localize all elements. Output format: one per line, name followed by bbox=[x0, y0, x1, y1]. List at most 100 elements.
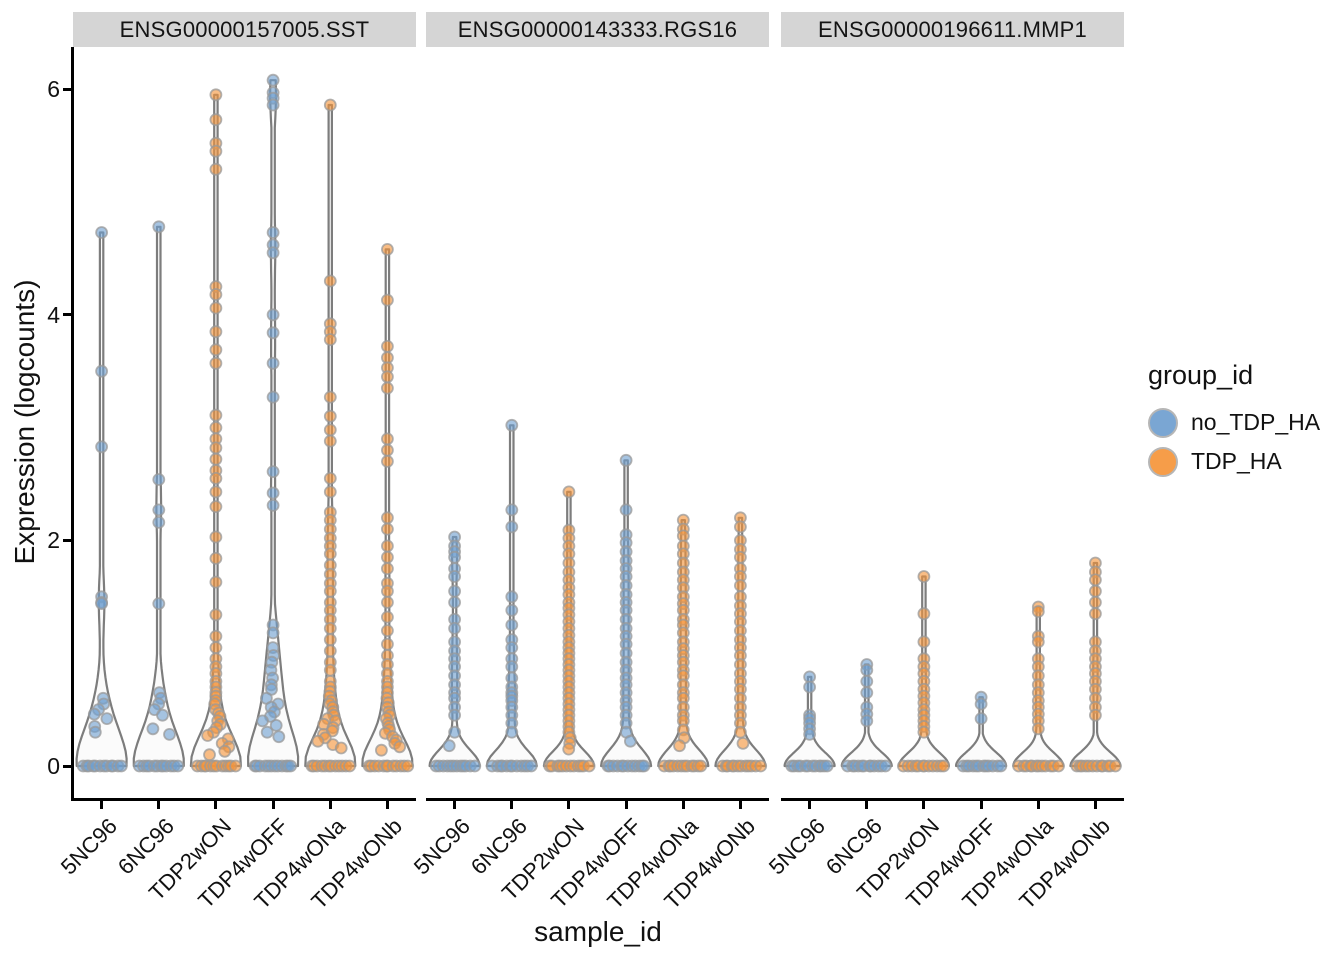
expression-point bbox=[323, 663, 337, 677]
expression-point bbox=[323, 434, 337, 448]
expression-point bbox=[209, 88, 223, 102]
expression-point bbox=[1031, 635, 1045, 649]
expression-point bbox=[209, 356, 223, 370]
expression-point bbox=[209, 113, 223, 127]
violin-5nc96 bbox=[75, 231, 128, 768]
expression-point bbox=[380, 381, 394, 395]
expression-point bbox=[152, 515, 166, 529]
expression-point bbox=[209, 343, 223, 357]
expression-point bbox=[260, 725, 274, 739]
y-tick-mark bbox=[63, 764, 72, 768]
y-tick-label: 4 bbox=[47, 301, 60, 328]
x-tick-mark bbox=[453, 801, 457, 809]
expression-point bbox=[505, 641, 519, 654]
expression-point bbox=[266, 486, 280, 500]
expression-point bbox=[820, 759, 834, 773]
expression-point bbox=[448, 725, 462, 739]
facet-strip-rgs16: ENSG00000143333.RGS16 bbox=[426, 12, 769, 47]
facet-panel-mmp1 bbox=[783, 556, 1122, 773]
expression-point bbox=[803, 728, 817, 741]
expression-point bbox=[380, 584, 394, 598]
expression-point bbox=[1031, 605, 1045, 618]
y-tick-label: 6 bbox=[47, 76, 60, 103]
y-axis-line bbox=[71, 47, 74, 801]
expression-point bbox=[323, 485, 337, 499]
expression-point bbox=[380, 242, 394, 256]
expression-point bbox=[100, 712, 114, 725]
expression-point bbox=[323, 390, 337, 404]
x-tick-mark bbox=[922, 801, 926, 809]
expression-point bbox=[1031, 722, 1045, 736]
x-axis-line-facet-3 bbox=[781, 798, 1124, 801]
expression-point bbox=[203, 748, 216, 762]
y-axis-title: Expression (logcounts) bbox=[9, 279, 40, 565]
y-tick-label: 2 bbox=[47, 527, 60, 554]
expression-point bbox=[323, 633, 337, 647]
expression-point bbox=[209, 485, 223, 499]
expression-point bbox=[209, 144, 223, 158]
expression-point bbox=[860, 714, 874, 728]
expression-point bbox=[266, 226, 280, 239]
expression-point bbox=[146, 722, 160, 736]
legend: group_id no_TDP_HA TDP_HA bbox=[1148, 360, 1320, 481]
expression-point bbox=[860, 686, 874, 700]
expression-point bbox=[448, 622, 462, 635]
expression-point bbox=[448, 708, 462, 722]
expression-point bbox=[266, 246, 280, 260]
expression-point bbox=[209, 325, 223, 339]
expression-point bbox=[380, 432, 394, 446]
expression-point bbox=[393, 740, 407, 754]
expression-point bbox=[380, 610, 394, 624]
expression-point bbox=[468, 759, 482, 773]
expression-point bbox=[152, 597, 166, 610]
expression-point bbox=[1088, 584, 1102, 598]
expression-point bbox=[917, 607, 931, 621]
expression-point bbox=[209, 530, 223, 544]
expression-point bbox=[994, 759, 1008, 773]
expression-point bbox=[505, 418, 519, 432]
expression-point bbox=[1088, 573, 1102, 587]
expression-point bbox=[323, 471, 337, 485]
expression-point bbox=[380, 443, 394, 457]
expression-point bbox=[209, 471, 223, 485]
expression-point bbox=[163, 728, 176, 741]
expression-point bbox=[380, 562, 394, 575]
expression-point bbox=[1088, 708, 1102, 722]
expression-point bbox=[380, 550, 394, 564]
expression-point bbox=[754, 759, 768, 773]
expression-point bbox=[917, 570, 931, 583]
legend-item-tdp-ha: TDP_HA bbox=[1148, 442, 1320, 481]
expression-point bbox=[266, 498, 280, 512]
legend-key-circle-orange bbox=[1148, 446, 1178, 477]
expression-point bbox=[505, 603, 519, 617]
expression-point bbox=[733, 579, 747, 592]
expression-point bbox=[171, 759, 185, 773]
expression-point bbox=[323, 584, 337, 598]
expression-point bbox=[380, 293, 394, 307]
expression-point bbox=[209, 500, 223, 514]
x-axis-title: sample_id bbox=[534, 916, 662, 947]
expression-point bbox=[209, 629, 223, 643]
expression-point bbox=[380, 511, 394, 525]
expression-point bbox=[1052, 759, 1065, 773]
facet-strip-sst: ENSG00000157005.SST bbox=[73, 12, 416, 47]
expression-point bbox=[673, 739, 686, 753]
expression-point bbox=[694, 759, 708, 773]
expression-point bbox=[266, 98, 280, 112]
facet-panel-sst bbox=[75, 73, 415, 773]
y-tick-label: 0 bbox=[47, 753, 60, 779]
expression-point bbox=[380, 522, 394, 536]
expression-point bbox=[323, 547, 337, 561]
x-tick-mark bbox=[624, 801, 628, 809]
facet-strip-mmp1: ENSG00000196611.MMP1 bbox=[781, 12, 1124, 47]
expression-point bbox=[284, 759, 298, 773]
x-tick-mark bbox=[1036, 801, 1040, 809]
x-tick-mark bbox=[979, 801, 983, 809]
x-tick-mark bbox=[738, 801, 742, 809]
expression-point bbox=[95, 364, 109, 378]
expression-point bbox=[380, 339, 394, 353]
expression-point bbox=[87, 707, 101, 721]
expression-point bbox=[619, 453, 633, 467]
expression-point bbox=[209, 421, 223, 435]
